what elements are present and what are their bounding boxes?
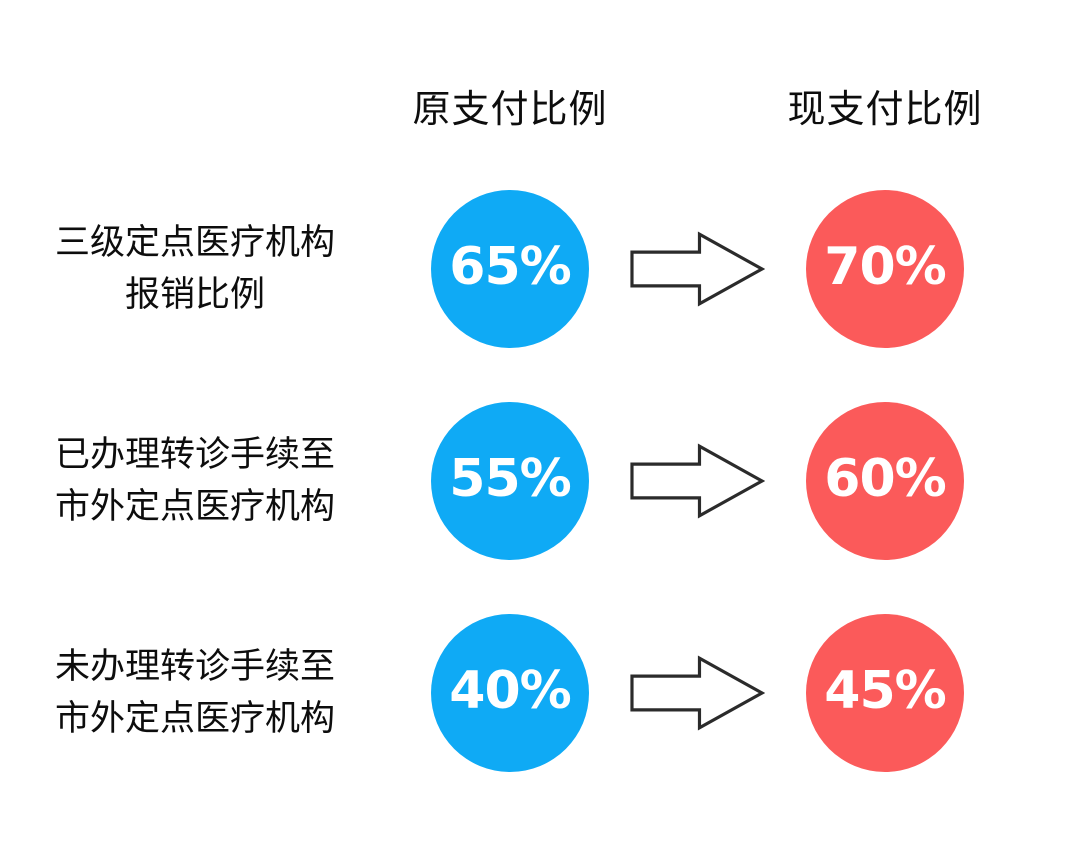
old-ratio-cell: 55% [390,402,630,560]
header-spacer [630,0,765,190]
new-ratio-cell: 60% [765,402,1005,560]
arrow-cell [630,190,765,348]
row-label-cell: 未办理转诊手续至 市外定点医疗机构 [0,614,390,772]
comparison-row-tier3: 三级定点医疗机构 报销比例 65% 70% [0,190,1080,402]
new-ratio-value: 60% [824,449,946,509]
row-label-line2: 报销比例 [124,275,265,314]
old-ratio-value: 40% [449,661,571,721]
row-label: 已办理转诊手续至 市外定点医疗机构 [55,429,335,533]
row-label-line1: 已办理转诊手续至 [54,435,335,474]
header-row: 原支付比例 现支付比例 [0,0,1080,190]
old-ratio-value: 65% [449,237,571,297]
right-arrow-icon [630,655,765,731]
new-ratio-value: 70% [824,237,946,297]
new-ratio-value: 45% [824,661,946,721]
comparison-row-referral-not-done: 未办理转诊手续至 市外定点医疗机构 40% 45% [0,614,1080,826]
new-ratio-cell: 70% [765,190,1005,348]
old-ratio-cell: 40% [390,614,630,772]
row-label-cell: 三级定点医疗机构 报销比例 [0,190,390,348]
row-label: 三级定点医疗机构 报销比例 [55,217,335,321]
column-header-new-ratio: 现支付比例 [787,89,983,131]
old-header-cell: 原支付比例 [390,0,630,190]
old-ratio-value: 55% [449,449,571,509]
row-label-line2: 市外定点医疗机构 [54,699,335,738]
old-ratio-cell: 65% [390,190,630,348]
old-ratio-circle: 55% [431,402,589,560]
arrow-cell [630,614,765,772]
arrow-cell [630,402,765,560]
row-label-line1: 未办理转诊手续至 [54,647,335,686]
right-arrow-icon [630,231,765,307]
new-ratio-circle: 70% [806,190,964,348]
new-ratio-circle: 60% [806,402,964,560]
old-ratio-circle: 65% [431,190,589,348]
comparison-row-referral-done: 已办理转诊手续至 市外定点医疗机构 55% 60% [0,402,1080,614]
row-label: 未办理转诊手续至 市外定点医疗机构 [55,641,335,745]
new-ratio-cell: 45% [765,614,1005,772]
row-label-cell: 已办理转诊手续至 市外定点医疗机构 [0,402,390,560]
right-arrow-icon [630,443,765,519]
new-header-cell: 现支付比例 [765,0,1005,190]
header-spacer [0,0,390,190]
row-label-line1: 三级定点医疗机构 [54,223,335,262]
column-header-old-ratio: 原支付比例 [412,89,608,131]
old-ratio-circle: 40% [431,614,589,772]
row-label-line2: 市外定点医疗机构 [54,487,335,526]
new-ratio-circle: 45% [806,614,964,772]
